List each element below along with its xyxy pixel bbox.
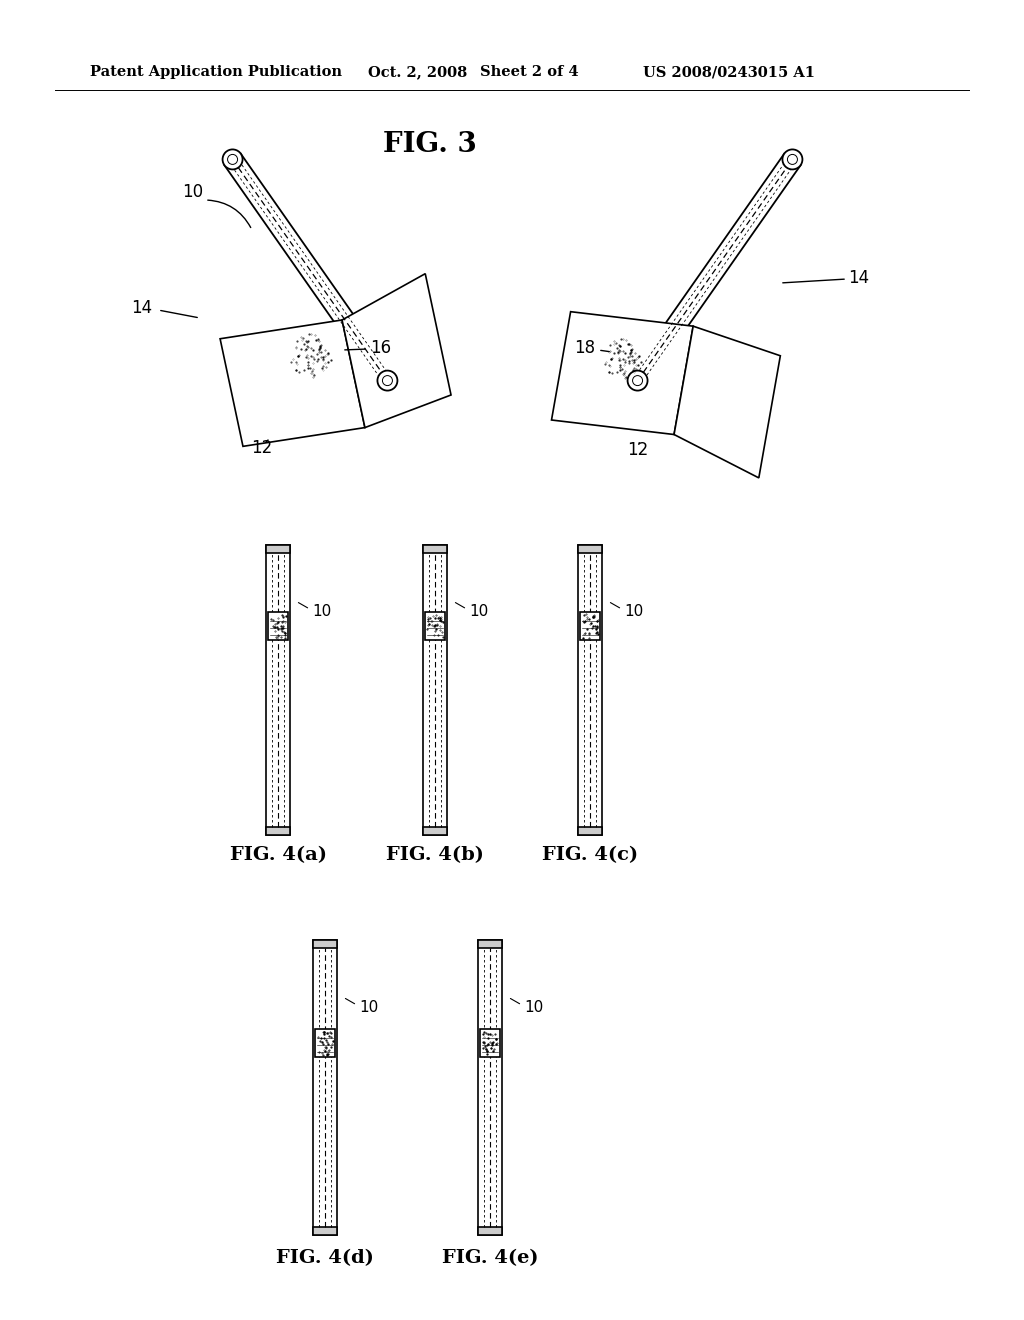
Bar (578, 828, 602, 836)
Text: FIG. 3: FIG. 3 (383, 132, 477, 158)
Text: FIG. 4(e): FIG. 4(e) (441, 1249, 539, 1267)
Bar (580, 612, 600, 640)
Text: Sheet 2 of 4: Sheet 2 of 4 (480, 65, 579, 79)
Bar (314, 1030, 335, 1057)
Bar (266, 545, 290, 553)
Text: FIG. 4(b): FIG. 4(b) (386, 846, 484, 865)
Bar (425, 612, 445, 640)
Bar (313, 940, 337, 948)
Bar (423, 545, 447, 553)
Text: 12: 12 (251, 440, 272, 457)
Bar (478, 1228, 502, 1236)
Bar (423, 828, 447, 836)
Text: 10: 10 (469, 603, 488, 619)
Text: 10: 10 (624, 603, 643, 619)
Text: FIG. 4(d): FIG. 4(d) (276, 1249, 374, 1267)
Text: US 2008/0243015 A1: US 2008/0243015 A1 (643, 65, 815, 79)
Bar (266, 545, 290, 836)
Polygon shape (630, 153, 801, 387)
Circle shape (378, 371, 397, 391)
Bar (266, 828, 290, 836)
Text: FIG. 4(a): FIG. 4(a) (229, 846, 327, 865)
Text: 10: 10 (524, 999, 544, 1015)
Bar (578, 545, 602, 553)
Polygon shape (674, 326, 780, 478)
Text: 10: 10 (359, 999, 378, 1015)
Bar (478, 940, 502, 1236)
Polygon shape (552, 312, 693, 434)
Circle shape (222, 149, 243, 169)
Text: FIG. 4(c): FIG. 4(c) (542, 846, 638, 865)
Bar (578, 545, 602, 836)
Polygon shape (342, 273, 451, 428)
Polygon shape (224, 153, 395, 387)
Text: Patent Application Publication: Patent Application Publication (90, 65, 342, 79)
Text: 10: 10 (182, 183, 204, 201)
Bar (313, 1228, 337, 1236)
Bar (480, 1030, 500, 1057)
Text: 12: 12 (628, 441, 648, 459)
Text: 14: 14 (131, 300, 153, 317)
Bar (478, 940, 502, 948)
Circle shape (628, 371, 647, 391)
Circle shape (782, 149, 803, 169)
Bar (423, 545, 447, 836)
Text: 10: 10 (312, 603, 331, 619)
Text: Oct. 2, 2008: Oct. 2, 2008 (368, 65, 467, 79)
Bar (313, 940, 337, 1236)
Bar (268, 612, 288, 640)
Text: 14: 14 (848, 269, 869, 286)
Polygon shape (220, 319, 365, 446)
Text: 16: 16 (370, 339, 391, 356)
Text: 18: 18 (573, 339, 595, 356)
